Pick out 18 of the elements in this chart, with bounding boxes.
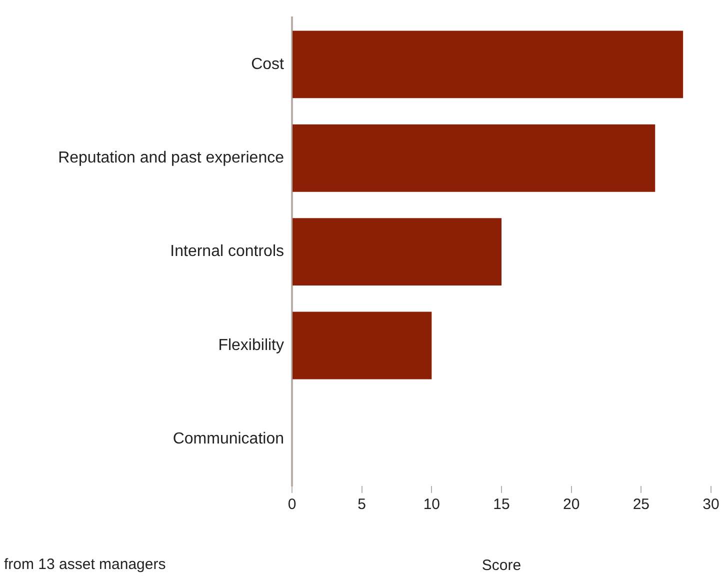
x-tick-label: 25 xyxy=(632,496,650,514)
x-tick-label: 20 xyxy=(562,496,580,514)
y-tick-label: Flexibility xyxy=(218,336,284,354)
x-tick-label: 0 xyxy=(288,496,296,514)
x-tick-label: 30 xyxy=(702,496,720,514)
y-tick-label: Communication xyxy=(172,430,284,448)
x-tick-label: 5 xyxy=(358,496,366,514)
bar xyxy=(292,312,432,380)
x-axis-title: Score xyxy=(482,557,522,574)
bar xyxy=(292,124,656,192)
x-tick-label: 10 xyxy=(423,496,440,514)
bar xyxy=(292,218,502,286)
x-tick-label: 15 xyxy=(493,496,510,514)
y-tick-label: Internal controls xyxy=(170,243,284,260)
text: from 13 asset managers xyxy=(4,556,166,574)
bar xyxy=(292,30,684,98)
y-tick-label: Cost xyxy=(251,56,285,73)
y-tick-label: Reputation and past experience xyxy=(58,150,284,167)
